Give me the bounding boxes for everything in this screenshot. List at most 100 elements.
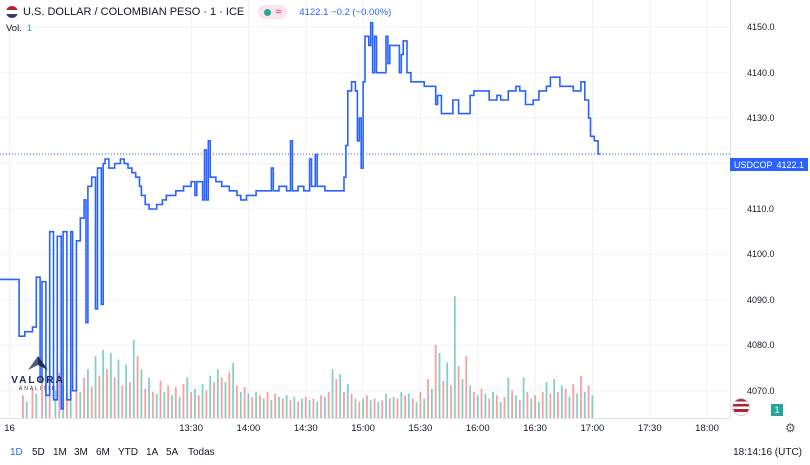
- volume-bar: [98, 375, 101, 418]
- volume-bar: [129, 382, 131, 418]
- price-chart[interactable]: [0, 0, 730, 418]
- settings-gear-icon[interactable]: ⚙: [785, 421, 796, 435]
- gridlines: [0, 0, 730, 418]
- volume-bar: [148, 377, 150, 418]
- volume-bar: [308, 400, 311, 418]
- volume-bar: [388, 398, 391, 418]
- volume-bar: [190, 392, 192, 418]
- volume-bar: [538, 401, 540, 418]
- volume-bar: [132, 340, 135, 418]
- timeframe-button-todas[interactable]: Todas: [188, 447, 215, 458]
- volume-bar: [125, 364, 128, 418]
- volume-bar: [587, 385, 590, 418]
- volume-bar: [327, 392, 330, 418]
- volume-bar: [251, 396, 254, 418]
- volume-bar: [87, 369, 89, 418]
- volume-label: Vol.: [6, 23, 22, 34]
- volume-bar: [560, 385, 563, 418]
- volume-bar: [427, 379, 429, 418]
- volume-bar: [545, 382, 548, 418]
- volume-bar: [354, 398, 357, 418]
- volume-bar: [270, 400, 273, 418]
- volume-bar: [69, 388, 72, 418]
- market-status-pill[interactable]: ≈: [258, 5, 288, 19]
- volume-bar: [178, 396, 181, 418]
- timeframe-button-5a[interactable]: 5A: [166, 447, 179, 458]
- volume-bar: [58, 372, 61, 418]
- volume-bar: [503, 396, 506, 418]
- volume-bar: [522, 377, 525, 418]
- timeframe-button-1m[interactable]: 1M: [53, 447, 67, 458]
- timeframe-button-3m[interactable]: 3M: [74, 447, 88, 458]
- price-axis[interactable]: 4070.04080.04090.04100.04110.04120.04130…: [730, 0, 810, 418]
- volume-bar: [507, 377, 510, 418]
- volume-bar: [580, 375, 582, 418]
- volume-bar: [423, 398, 426, 418]
- volume-bar: [377, 401, 380, 418]
- time-tick-label: 16:30: [523, 423, 547, 434]
- price-line: [0, 21, 601, 410]
- volume-bar: [228, 372, 231, 418]
- volume-bars: [22, 296, 594, 418]
- usd-flag-icon: [6, 6, 18, 18]
- volume-badge: 1: [771, 404, 783, 416]
- volume-bar: [591, 395, 594, 418]
- volume-bar: [274, 393, 277, 418]
- price-tick-label: 4090.0: [747, 294, 775, 305]
- timeframe-button-ytd[interactable]: YTD: [118, 447, 138, 458]
- volume-bar: [75, 382, 78, 418]
- timeframe-button-1a[interactable]: 1A: [146, 447, 159, 458]
- volume-bar: [239, 392, 242, 418]
- time-tick-label: 16:00: [465, 423, 490, 434]
- volume-bar: [499, 401, 502, 418]
- volume-legend[interactable]: Vol. 1: [6, 23, 32, 34]
- volume-bar: [339, 374, 342, 418]
- volume-bar: [213, 382, 215, 418]
- price-tick-label: 4150.0: [747, 22, 775, 33]
- volume-bar: [54, 390, 57, 418]
- volume-bar: [285, 395, 288, 418]
- volume-bar: [297, 401, 300, 418]
- price-tick-label: 4070.0: [747, 385, 775, 396]
- chart-area[interactable]: [0, 0, 730, 418]
- last-price-label: USDCOP 4122.1: [730, 158, 808, 171]
- price-tick-label: 4130.0: [747, 113, 775, 124]
- volume-bar: [473, 392, 475, 418]
- volume-bar: [488, 398, 491, 418]
- volume-bar: [278, 396, 280, 418]
- volume-bar: [350, 393, 353, 418]
- volume-bar: [155, 393, 158, 418]
- volume-bar: [182, 383, 185, 418]
- volume-bar: [553, 379, 556, 418]
- market-open-dot-icon: [264, 8, 272, 16]
- price-tick-label: 4100.0: [747, 249, 775, 260]
- bottom-toolbar: 1D 5D 1M 3M 6M YTD 1A 5A Todas 18:14:16 (UTC): [0, 440, 810, 465]
- volume-bar: [220, 377, 223, 418]
- volume-bar: [205, 390, 208, 418]
- volume-bar: [312, 398, 315, 418]
- volume-bar: [572, 383, 575, 418]
- volume-bar: [400, 392, 403, 418]
- volume-bar: [453, 296, 456, 418]
- timeframe-button-6m[interactable]: 6M: [96, 447, 110, 458]
- timeframe-button-5d[interactable]: 5D: [32, 447, 45, 458]
- volume-bar: [136, 356, 139, 418]
- volume-bar: [174, 387, 177, 418]
- volume-bar: [316, 401, 319, 418]
- symbol-title[interactable]: U.S. DOLLAR / COLOMBIAN PESO · 1 · ICE: [23, 6, 245, 18]
- volume-bar: [484, 393, 487, 418]
- utc-clock[interactable]: 18:14:16 (UTC): [733, 447, 802, 458]
- time-axis[interactable]: 16 13:30 14:00 14:30 15:00 15:30 16:00 16:30 17:…: [0, 418, 730, 441]
- volume-bar: [358, 401, 361, 418]
- volume-bar: [102, 349, 105, 418]
- volume-bar: [186, 377, 189, 418]
- ticker-price: 4122.1: [776, 159, 804, 170]
- volume-bar: [90, 387, 93, 418]
- volume-bar: [31, 388, 34, 418]
- volume-bar: [369, 400, 372, 418]
- volume-bar: [163, 392, 166, 418]
- volume-bar: [144, 388, 147, 418]
- timeframe-button-1d[interactable]: 1D: [10, 447, 23, 458]
- us-event-flag-icon[interactable]: [732, 398, 750, 416]
- volume-bar: [335, 379, 338, 418]
